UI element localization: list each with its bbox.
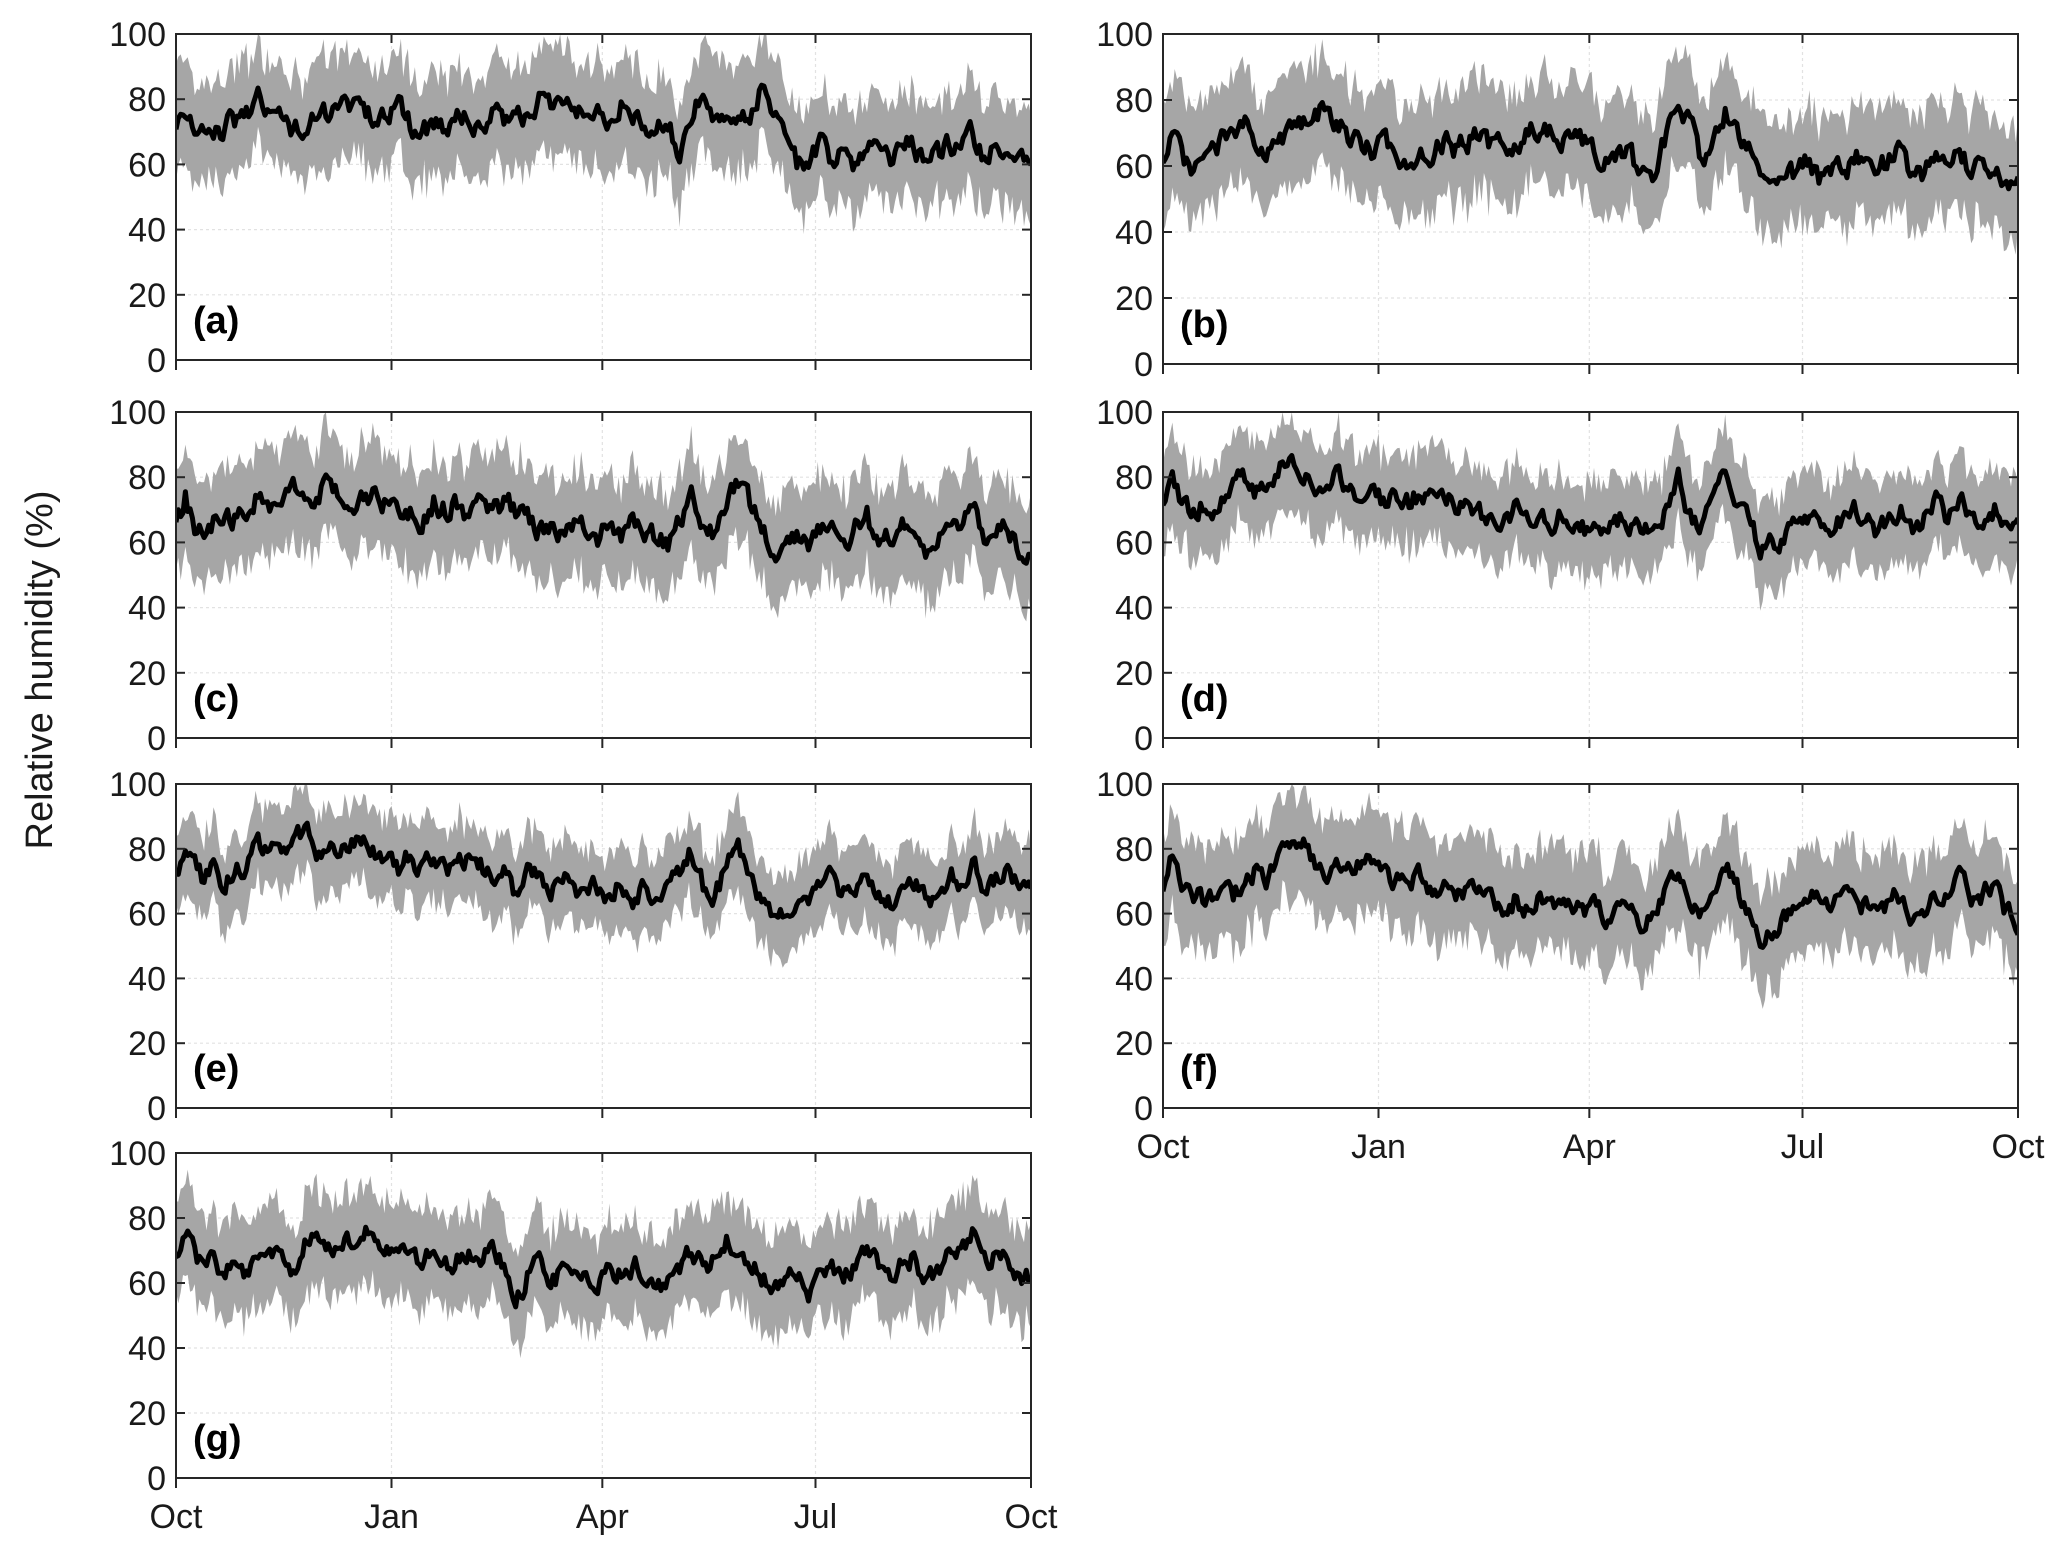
y-tick-label: 20 — [1115, 1025, 1153, 1063]
y-tick-label: 40 — [1115, 214, 1153, 252]
panel-f: 0 20 40 60 80 100 Oct Jan Apr Jul Oct (f) — [1096, 766, 2045, 1166]
range-band — [176, 412, 1031, 622]
y-tick-label: 80 — [128, 459, 166, 497]
mean-line — [176, 82, 1031, 173]
x-tick-label: Jan — [1351, 1128, 1406, 1166]
y-tick-label: 100 — [109, 394, 166, 432]
x-tick-label: Apr — [576, 1498, 629, 1536]
y-tick-label: 20 — [128, 1395, 166, 1433]
panel-label: (d) — [1180, 678, 1229, 720]
y-tick-label: 0 — [147, 720, 166, 758]
y-tick-label: 40 — [128, 212, 166, 250]
y-tick-label: 60 — [1115, 896, 1153, 934]
y-tick-label: 80 — [1115, 831, 1153, 869]
axes-frame — [1162, 783, 2019, 1109]
y-tick-label: 100 — [109, 16, 166, 54]
y-tick-label: 40 — [1115, 590, 1153, 628]
x-tick-label: Jul — [1781, 1128, 1824, 1166]
y-tick-label: 100 — [109, 1135, 166, 1173]
panel-label: (b) — [1180, 304, 1229, 346]
axes-frame — [1162, 33, 2019, 365]
y-tick-label: 40 — [128, 590, 166, 628]
y-tick-label: 0 — [1134, 346, 1153, 384]
panel-label: (c) — [193, 678, 239, 720]
panel-b: 0 20 40 60 80 100 (b) — [1096, 16, 2019, 384]
y-tick-label: 0 — [1134, 1090, 1153, 1128]
y-tick-label: 60 — [128, 146, 166, 184]
y-tick-label: 40 — [128, 960, 166, 998]
x-tick-label: Jan — [364, 1498, 419, 1536]
y-tick-label: 80 — [1115, 459, 1153, 497]
y-tick-label: 60 — [128, 896, 166, 934]
x-tick-label: Jul — [794, 1498, 837, 1536]
y-tick-label: 20 — [128, 655, 166, 693]
y-tick-label: 100 — [1096, 16, 1153, 54]
panel-label: (a) — [193, 300, 239, 342]
y-tick-label: 60 — [1115, 524, 1153, 562]
x-tick-label: Oct — [1137, 1128, 1190, 1166]
y-tick-label: 100 — [1096, 394, 1153, 432]
axes-frame — [175, 1152, 1032, 1479]
panel-e: 0 20 40 60 80 100 (e) — [109, 766, 1032, 1128]
y-tick-label: 40 — [128, 1330, 166, 1368]
range-band — [1163, 412, 2018, 611]
y-tick-label: 40 — [1115, 960, 1153, 998]
y-tick-label: 100 — [109, 766, 166, 804]
x-tick-label: Oct — [150, 1498, 203, 1536]
x-tick-label: Oct — [1005, 1498, 1058, 1536]
y-tick-label: 20 — [128, 1025, 166, 1063]
panel-g: 0 20 40 60 80 100 Oct Jan Apr Jul Oct (g) — [109, 1135, 1058, 1536]
panel-c: 0 20 40 60 80 100 (c) — [109, 394, 1032, 758]
y-tick-label: 0 — [147, 342, 166, 380]
range-band — [176, 34, 1031, 235]
y-tick-label: 80 — [128, 81, 166, 119]
mean-line — [176, 472, 1031, 566]
x-tick-label: Oct — [1992, 1128, 2045, 1166]
y-tick-label: 100 — [1096, 766, 1153, 804]
mean-line — [1163, 836, 2018, 950]
y-tick-label: 20 — [128, 277, 166, 315]
y-tick-label: 0 — [147, 1090, 166, 1128]
mean-line — [176, 820, 1031, 920]
mean-line — [1163, 453, 2018, 561]
panel-a: 0 20 40 60 80 100 (a) — [109, 16, 1032, 380]
y-axis-label: Relative humidity (%) — [19, 491, 61, 850]
y-tick-label: 20 — [1115, 280, 1153, 318]
y-tick-label: 80 — [1115, 82, 1153, 120]
axes-frame — [175, 411, 1032, 739]
panel-d: 0 20 40 60 80 100 (d) — [1096, 394, 2019, 758]
y-tick-label: 20 — [1115, 655, 1153, 693]
panel-label: (e) — [193, 1048, 239, 1090]
axes-frame — [175, 783, 1032, 1109]
y-tick-label: 0 — [147, 1460, 166, 1498]
panels: 0 20 40 60 80 100 (a) 0 20 40 60 80 100 (b) 0 20 40 60 80 1… — [109, 16, 2045, 1536]
axes-frame — [175, 33, 1032, 361]
panel-label: (g) — [193, 1418, 242, 1460]
y-tick-label: 60 — [1115, 148, 1153, 186]
y-tick-label: 80 — [128, 1200, 166, 1238]
range-band — [176, 784, 1031, 968]
mean-line — [176, 1224, 1031, 1310]
x-tick-label: Apr — [1563, 1128, 1616, 1166]
y-tick-label: 60 — [128, 1265, 166, 1303]
range-band — [1163, 39, 2018, 255]
y-tick-label: 60 — [128, 524, 166, 562]
panel-label: (f) — [1180, 1048, 1218, 1090]
axes-frame — [1162, 411, 2019, 739]
range-band — [176, 1169, 1031, 1359]
mean-line — [1163, 100, 2018, 192]
y-tick-label: 0 — [1134, 720, 1153, 758]
y-tick-label: 80 — [128, 831, 166, 869]
